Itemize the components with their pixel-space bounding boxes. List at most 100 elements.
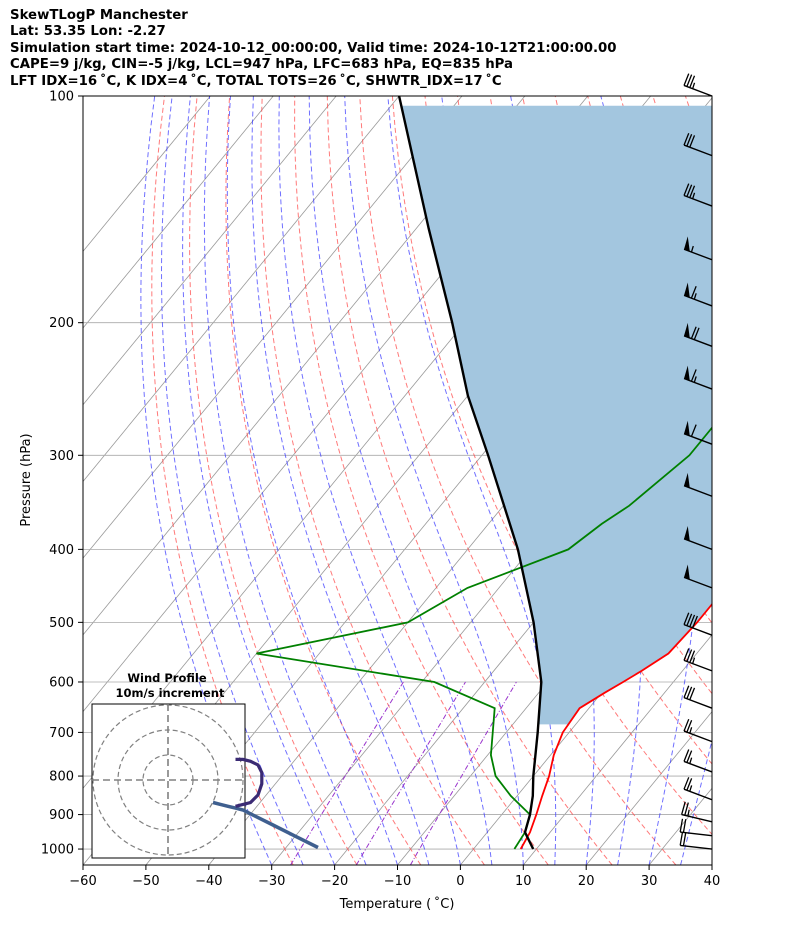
moist-adiabat-line (600, 96, 702, 865)
isotherm-line (585, 710, 712, 865)
wind-barb (683, 365, 713, 390)
wind-barb (683, 749, 713, 773)
barb-flag (684, 564, 690, 580)
isotherm-line (83, 96, 337, 406)
barb-full (682, 819, 687, 833)
barb-staff (683, 84, 713, 97)
wind-barb (683, 685, 713, 709)
hodograph-subtitle: 10m/s increment (116, 686, 225, 700)
mixing-ratio-line (355, 681, 466, 865)
barb-flag (684, 322, 690, 338)
isotherm-line (460, 557, 712, 865)
wind-barb (683, 420, 713, 445)
cape-fill (401, 105, 712, 725)
moist-adiabat-line (711, 863, 712, 865)
barb-half (687, 809, 690, 817)
barb-full (689, 614, 696, 628)
mixing-ratio-line (409, 681, 517, 865)
axes: −60 −50 −40 −30 −20 −10 0 10 20 30 40 1000 900 800 700… (41, 90, 720, 890)
barb-staff (683, 144, 713, 157)
time-line: Simulation start time: 2024-10-12_00:00:… (10, 40, 617, 56)
x-tick-label: −30 (258, 874, 285, 889)
wind-barb (679, 832, 713, 850)
y-tick-label: 300 (49, 449, 74, 464)
dry-adiabat-line (718, 96, 794, 865)
barb-full (684, 802, 689, 816)
wind-barb (683, 236, 713, 261)
wind-barb (683, 564, 713, 589)
moist-adiabat-line (182, 96, 336, 865)
barb-full (686, 686, 693, 699)
wind-barb (683, 472, 713, 497)
profile-lines (256, 96, 712, 850)
barb-half (692, 657, 696, 664)
barb-staff (683, 194, 713, 207)
temperature-line (519, 602, 712, 850)
y-tick-label: 700 (49, 726, 74, 741)
isotherm-line (522, 634, 712, 865)
y-tick-label: 600 (49, 675, 74, 690)
barb-staff (680, 844, 713, 850)
x-tick-label: 20 (578, 874, 595, 889)
barb-staff (683, 788, 713, 801)
y-axis-label: Pressure (hPa) (19, 433, 34, 526)
barb-full (689, 687, 696, 701)
barb-full (683, 183, 690, 196)
barb-flag (684, 282, 690, 298)
wind-barb (683, 612, 713, 636)
y-tick-label: 800 (49, 770, 74, 785)
moist-adiabat-line (226, 96, 398, 865)
isotherm-line (83, 96, 211, 252)
wind-barb (683, 648, 713, 672)
wind-barb (683, 525, 713, 551)
dry-adiabat-line (151, 96, 294, 865)
barb-full (683, 685, 690, 698)
wind-barb (681, 801, 713, 823)
hodograph-title: Wind Profile (127, 671, 207, 685)
barb-full (686, 134, 693, 147)
barb-full (683, 612, 690, 625)
isotherm-line (711, 864, 712, 865)
isotherm-line (83, 96, 274, 329)
moist-adiabat-line (387, 96, 557, 865)
barb-full (679, 832, 684, 846)
barb-half (692, 82, 696, 89)
mixing-ratio-line (290, 681, 404, 865)
barb-full (683, 777, 690, 790)
isotherm-line (83, 96, 526, 636)
x-tick-label: −60 (69, 874, 96, 889)
isotherm-line (397, 480, 712, 865)
y-tick-label: 200 (49, 316, 74, 331)
moist-adiabat-line (344, 96, 524, 865)
barb-half (689, 785, 693, 792)
wind-barb (683, 73, 713, 97)
x-tick-label: −50 (132, 874, 159, 889)
wind-barbs (679, 73, 713, 850)
wind-barb (683, 322, 713, 347)
moist-adiabat-line (160, 96, 304, 865)
barb-flag (684, 365, 690, 381)
moist-adiabat-line (308, 96, 493, 865)
wind-barb (683, 132, 713, 157)
y-tick-label: 900 (49, 808, 74, 823)
barb-flag (684, 236, 690, 252)
barb-staff (681, 813, 713, 823)
x-tick-label: 40 (704, 874, 721, 889)
barb-staff (683, 623, 713, 636)
barb-flag (684, 472, 690, 488)
barb-full (679, 818, 684, 833)
isotherm-line (83, 96, 463, 559)
barb-full (683, 718, 690, 732)
y-tick-label: 100 (49, 90, 74, 105)
dry-adiabat-line (225, 96, 422, 865)
barb-full (690, 424, 697, 437)
barb-staff (683, 730, 713, 743)
barb-full (686, 778, 693, 791)
parcel-line (397, 96, 543, 850)
x-axis-label: Temperature ( ˚C) (339, 896, 455, 912)
barb-staff (683, 760, 713, 773)
wind-barb (683, 183, 713, 207)
y-tick-label: 1000 (41, 843, 74, 858)
barb-full (692, 615, 698, 629)
